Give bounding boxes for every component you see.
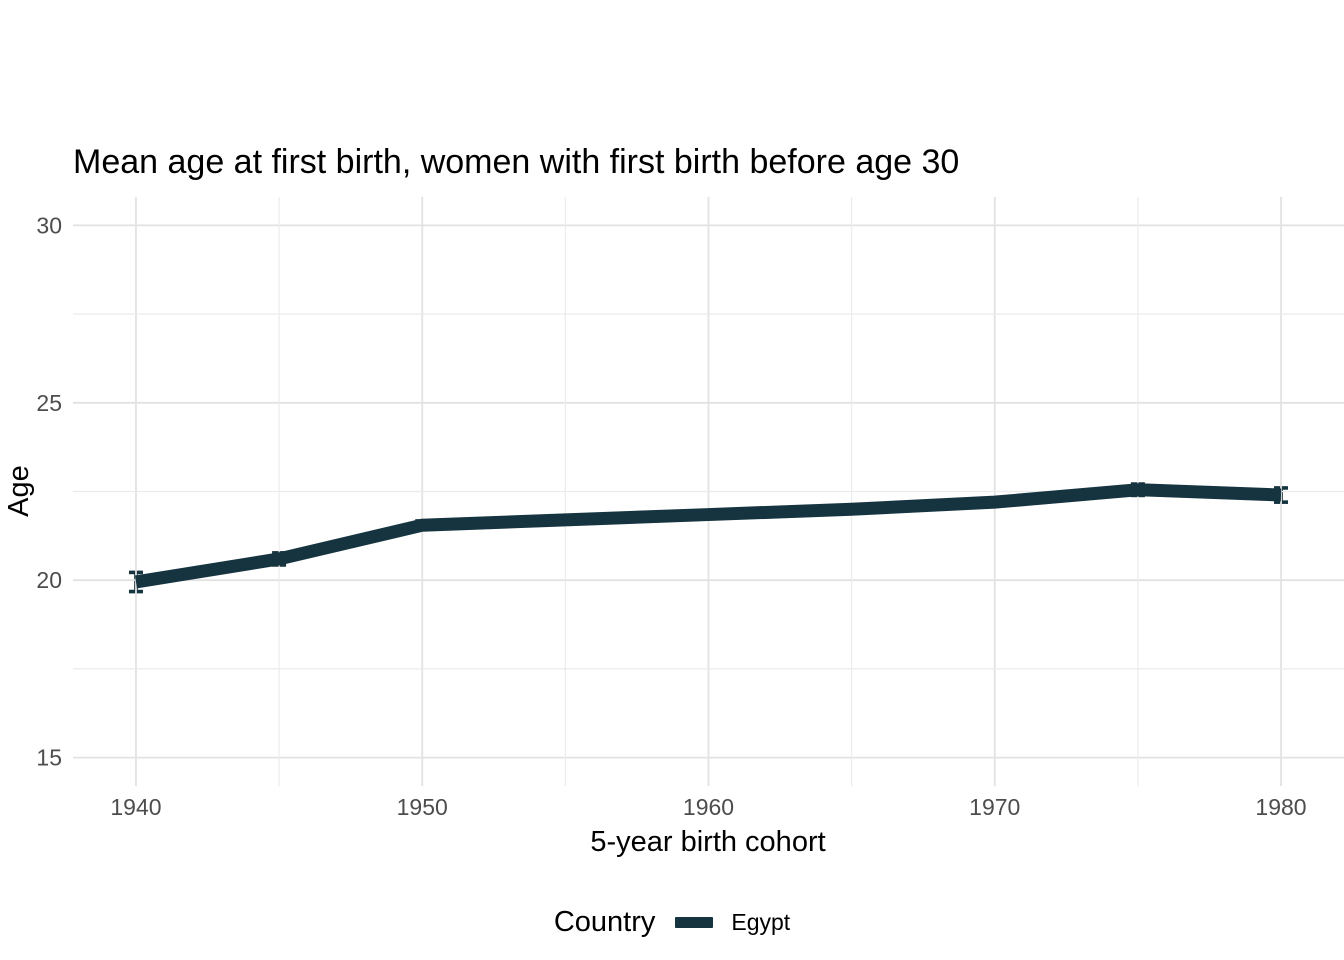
legend-title: Country bbox=[553, 905, 656, 938]
y-tick-label: 30 bbox=[36, 212, 62, 238]
y-tick-label: 15 bbox=[36, 745, 62, 771]
legend: Country Egypt bbox=[0, 900, 1344, 944]
y-tick-label: 20 bbox=[36, 567, 62, 593]
x-tick-label: 1970 bbox=[969, 794, 1020, 820]
data-line-egypt bbox=[134, 483, 1282, 589]
x-axis-title: 5-year birth cohort bbox=[590, 826, 825, 858]
chart-title: Mean age at first birth, women with firs… bbox=[73, 143, 960, 181]
y-tick-label: 25 bbox=[36, 390, 62, 416]
legend-swatch-egypt bbox=[675, 916, 714, 928]
legend-label-egypt: Egypt bbox=[731, 908, 791, 935]
y-axis-title: Age bbox=[3, 465, 35, 517]
x-tick-label: 1950 bbox=[397, 794, 448, 820]
x-tick-label: 1980 bbox=[1255, 794, 1306, 820]
x-tick-label: 1940 bbox=[110, 794, 161, 820]
x-tick-label: 1960 bbox=[683, 794, 734, 820]
